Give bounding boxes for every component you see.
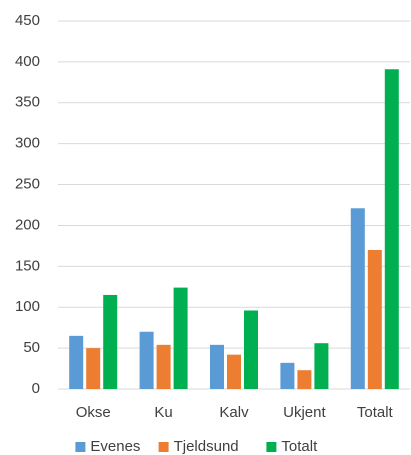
y-tick-label: 250 (15, 176, 40, 193)
legend-label: Tjeldsund (174, 438, 239, 455)
bar (314, 343, 329, 389)
y-tick-label: 400 (15, 53, 40, 70)
y-tick-label: 150 (15, 257, 40, 274)
y-tick-label: 0 (32, 380, 40, 397)
y-tick-label: 350 (15, 94, 40, 111)
bar (86, 348, 101, 389)
bar (297, 370, 312, 389)
bar (69, 335, 84, 389)
legend-label: Totalt (281, 438, 318, 455)
bar (210, 344, 224, 389)
y-tick-label: 50 (23, 339, 40, 356)
legend-swatch (266, 442, 277, 452)
x-tick-label: Ku (154, 404, 172, 421)
y-tick-label: 200 (15, 216, 40, 233)
bar (227, 354, 241, 389)
bar (280, 362, 295, 389)
y-tick-label: 100 (15, 298, 40, 315)
bar (156, 344, 171, 389)
bar (384, 69, 399, 389)
x-tick-label: Ukjent (283, 404, 326, 421)
bar (350, 208, 365, 389)
x-tick-label: Okse (76, 404, 111, 421)
y-tick-label: 450 (15, 12, 40, 29)
bar (173, 287, 188, 389)
legend-label: Evenes (90, 438, 140, 455)
bar (244, 310, 258, 389)
legend-swatch (75, 442, 86, 452)
bar (367, 249, 382, 389)
bar (103, 294, 118, 389)
x-tick-label: Totalt (357, 404, 394, 421)
y-tick-label: 300 (15, 135, 40, 152)
x-tick-label: Kalv (219, 404, 249, 421)
legend-swatch (158, 442, 169, 452)
bar (139, 331, 154, 389)
